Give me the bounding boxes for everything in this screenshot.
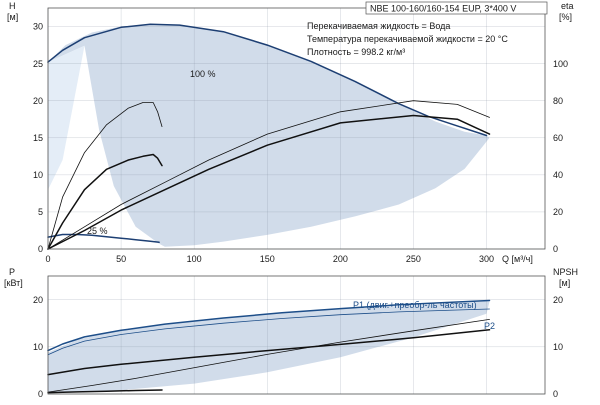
head-operating-envelope [48,24,490,247]
flow-axis-label: Q [м³/ч] [502,254,533,264]
x-tick-label: 100 [187,254,202,264]
y-left-tick-label: 0 [38,389,43,399]
power-curve-1 [47,308,490,356]
bottom-frame [47,275,546,395]
info-liquid: Перекачиваемая жидкость = Вода [307,21,450,31]
x-tick-label: 200 [333,254,348,264]
y-left-tick-label: 10 [33,170,43,180]
top-curves [47,23,491,250]
y-left-tick-label: 5 [38,207,43,217]
bottom-operating-area [48,301,490,393]
y-left-tick-label: 20 [33,96,43,106]
head-axis-unit: [м] [7,12,18,22]
y-right-tick-label: 80 [553,96,563,106]
top-operating-area [48,24,490,247]
top-frame [47,7,546,250]
head-curve-2 [47,102,163,250]
pump-title: NBE 100-160/160-154 EUP, 3*400 V [370,4,516,14]
head-axis-label: H [9,1,16,11]
y-left-tick-label: 25 [33,59,43,69]
x-tick-label: 250 [406,254,421,264]
envelope-low-speed-region [48,45,85,190]
x-tick-label: 50 [116,254,126,264]
bottom-curves [47,299,491,394]
power-curve-3 [47,319,490,393]
pump-title-box [365,1,548,15]
y-left-tick-label: 10 [33,342,43,352]
power-operating-envelope [48,301,490,393]
head-curve-1 [47,233,160,244]
y-right-tick-label: 60 [553,133,563,143]
top-tick-labels: 0 50 100 150 200 250 3000510152025300204060801… [33,22,568,264]
y-right-tick-label: 20 [553,295,563,305]
eta-axis-unit: [%] [559,12,572,22]
label-100-percent: 100 % [190,69,216,79]
x-tick-label: 150 [260,254,275,264]
npsh-axis-label: NPSH [553,267,578,277]
y-left-tick-label: 30 [33,22,43,32]
eta-axis-label: eta [561,1,574,11]
x-tick-label: 0 [45,254,50,264]
y-right-tick-label: 40 [553,170,563,180]
bottom-plot: 0 10 20 0 10 20 [33,275,563,399]
power-curve-0 [47,299,491,352]
y-right-tick-label: 0 [553,244,558,254]
x-tick-label: 300 [479,254,494,264]
npsh-axis-unit: [м] [559,278,570,288]
power-axis-label: P [9,267,15,277]
label-p1: P1 (двиг.+преобр-ль частоты) [353,300,477,310]
y-left-tick-label: 20 [33,295,43,305]
bottom-tick-labels: 0 10 20 0 10 20 [33,295,563,399]
y-right-tick-label: 20 [553,207,563,217]
y-left-tick-label: 0 [38,244,43,254]
power-curve-2 [47,329,491,376]
y-left-tick-label: 15 [33,133,43,143]
head-curve-0 [47,23,488,137]
top-plot: 0 50 100 150 200 250 3000510152025300204060801… [33,7,568,264]
label-p2: P2 [484,321,495,331]
info-temperature: Температура перекачиваемой жидкости = 20… [307,34,508,44]
power-curve-4 [47,389,163,394]
head-curve-3 [47,153,163,250]
label-25-percent: 25 % [87,226,108,236]
power-axis-unit: [кВт] [4,278,23,288]
y-right-tick-label: 0 [553,389,558,399]
head-curve-4 [47,100,490,250]
y-right-tick-label: 100 [553,59,568,69]
head-curve-5 [47,114,491,250]
y-right-tick-label: 10 [553,342,563,352]
info-density: Плотность = 998.2 кг/м³ [307,47,405,57]
